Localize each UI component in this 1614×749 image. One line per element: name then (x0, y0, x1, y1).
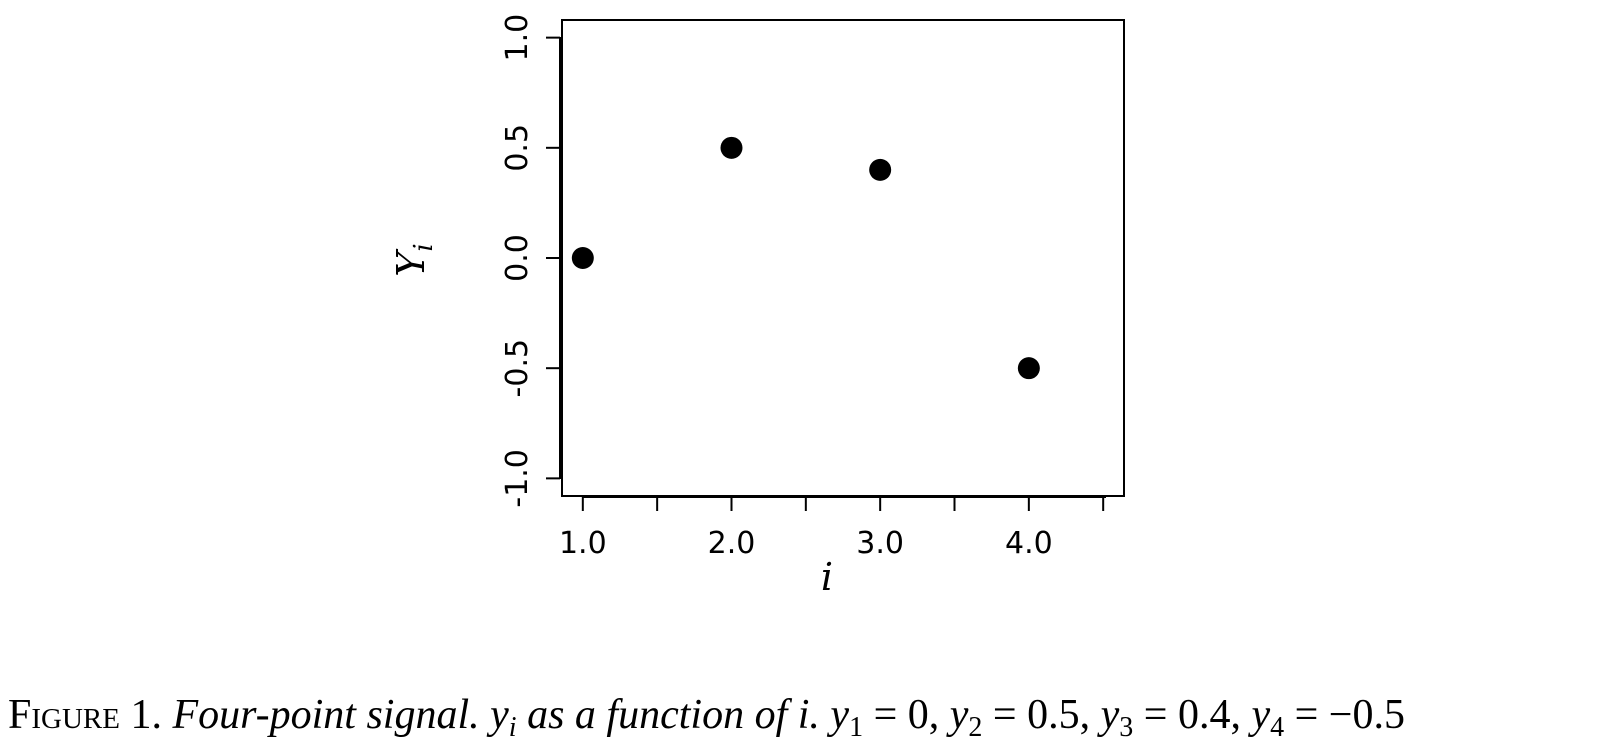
x-axis-title: i (821, 555, 833, 599)
caption-y2-value: = 0.5, (992, 692, 1091, 738)
data-points (571, 136, 1040, 380)
figure-caption: Figure 1. Four-point signal. yi as a fun… (8, 692, 1405, 742)
svg-text:Yi: Yi (389, 243, 439, 276)
caption-y3: y (1100, 692, 1120, 738)
scatter-plot: 1.0 2.0 3.0 4.0 -1.0 -0.5 0.0 0.5 1.0 i Yi (389, 14, 1125, 599)
y-axis-title-subscript: i (409, 243, 439, 251)
caption-y4-value: = −0.5 (1294, 692, 1405, 738)
x-ticks: 1.0 2.0 3.0 4.0 (559, 497, 1105, 561)
y-tick-label: -0.5 (500, 339, 535, 398)
caption-y2: y (949, 692, 969, 738)
caption-y: y (490, 692, 509, 738)
y-ticks: -1.0 -0.5 0.0 0.5 1.0 (500, 14, 560, 508)
x-tick-label: 3.0 (856, 526, 904, 561)
y-tick-label: 1.0 (500, 14, 535, 62)
caption-y4: y (1251, 692, 1271, 738)
data-point (571, 247, 594, 269)
caption-function-text: as a function of i. (527, 692, 820, 738)
caption-y3-sub: 3 (1119, 712, 1134, 743)
data-point (1017, 357, 1040, 380)
caption-y4-sub: 4 (1270, 712, 1285, 743)
caption-y1-sub: 1 (849, 712, 864, 743)
data-point (869, 158, 892, 181)
caption-y3-value: = 0.4, (1143, 692, 1241, 738)
caption-y1: y (830, 692, 850, 738)
y-axis-title: Y (389, 248, 433, 277)
y-axis-title-group: Yi (389, 243, 439, 276)
caption-title: Four-point signal. (172, 692, 480, 738)
caption-y2-sub: 2 (968, 712, 983, 743)
plot-frame (561, 19, 1125, 497)
x-tick-label: 1.0 (559, 526, 607, 561)
y-tick-label: 0.5 (500, 124, 535, 172)
figure-label: Figure 1. (8, 692, 162, 738)
y-tick-label: 0.0 (500, 234, 535, 282)
caption-y1-value: = 0, (873, 692, 940, 738)
y-tick-label: -1.0 (500, 449, 535, 508)
x-tick-label: 4.0 (1005, 526, 1053, 561)
x-tick-label: 2.0 (708, 526, 756, 561)
data-point (720, 136, 743, 159)
caption-y-sub: i (508, 712, 517, 743)
